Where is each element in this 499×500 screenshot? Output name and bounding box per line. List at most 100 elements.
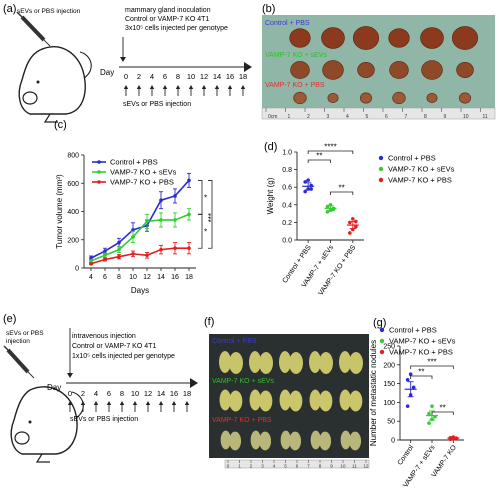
lung-lobe <box>220 430 231 450</box>
arrow-up-icon <box>227 85 233 89</box>
legend-marker <box>378 177 384 183</box>
lung-lobe <box>349 390 363 412</box>
timeline-arrow-icon <box>244 62 252 72</box>
arrow-up-icon <box>171 401 177 405</box>
panel-e-text-line: Control or VAMP-7 KO 4T1 <box>72 343 156 350</box>
day-tick-label: 8 <box>176 72 180 81</box>
ruler-tick-label: 8 <box>424 114 427 120</box>
arrow-up-icon <box>175 85 181 89</box>
legend-marker <box>378 166 384 172</box>
data-point <box>427 411 431 416</box>
x-tick-label: Control <box>397 444 416 467</box>
tumor-sample <box>458 92 472 104</box>
series-line <box>90 213 190 262</box>
significance-bracket <box>410 365 454 369</box>
tumor-sample <box>388 28 410 48</box>
photo-row-label-ko-sevs: VAMP-7 KO + sEVs <box>265 52 327 59</box>
arrow-up-icon <box>132 401 138 405</box>
lung-lobe <box>289 390 303 412</box>
ruler-tick-label: 2 <box>307 114 310 120</box>
y-tick-label: 400 <box>67 209 79 216</box>
lung-lobe <box>219 389 231 411</box>
day-tick-label: 10 <box>131 389 139 398</box>
significance-mark: * <box>204 227 207 236</box>
ruler-tick-label: 1 <box>288 114 291 120</box>
panel-a-day-ticks: 0 2 4 6 8 10 12 14 16 18 <box>123 72 247 96</box>
ruler-tick-label: 4 <box>273 464 276 469</box>
tumor-samples <box>289 26 479 105</box>
lung-lobe <box>279 389 291 411</box>
significance-bracket <box>307 159 331 163</box>
panel-a-text-lines: mammary gland inoculation Control or VAM… <box>125 7 228 32</box>
data-point <box>405 404 410 408</box>
lung-lobe <box>289 431 302 451</box>
legend-marker <box>379 338 385 344</box>
panel-e-text-lines: intravenous injection Control or VAMP-7 … <box>72 333 175 360</box>
mouse-icon <box>18 46 92 123</box>
lung-lobe <box>319 390 333 412</box>
data-point <box>159 247 163 252</box>
day-tick-label: 18 <box>239 72 247 81</box>
day-tick-label: 4 <box>94 389 98 398</box>
day-tick-label: 4 <box>150 72 154 81</box>
data-point <box>159 218 163 222</box>
data-point <box>103 249 107 253</box>
lung-lobe <box>340 430 351 450</box>
y-axis-label: Weight (g) <box>266 177 275 214</box>
arrow-up-icon <box>158 401 164 405</box>
y-tick-label: 0 <box>75 266 79 273</box>
data-point <box>145 253 149 258</box>
tumor-sample <box>392 91 406 105</box>
chart-tumor-volume: 0 200 400 600 800 4 6 8 10 12 14 16 18 Days Tumor volu… <box>55 153 216 296</box>
panel-e-label: (e) <box>3 313 16 325</box>
series-line <box>90 247 189 265</box>
significance-bracket <box>307 150 354 154</box>
x-tick-label: 6 <box>103 274 107 281</box>
day-tick-label: 16 <box>226 72 234 81</box>
legend-label: Control + PBS <box>110 158 158 167</box>
day-tick-label: 12 <box>144 389 152 398</box>
data-point <box>430 404 434 408</box>
data-point <box>187 178 191 183</box>
photo-row-label-ko-pbs: VAMP-7 KO + PBS <box>265 82 325 89</box>
arrow-head <box>120 57 126 62</box>
data-point <box>187 246 191 251</box>
y-tick-label: 0.0 <box>282 238 292 245</box>
tumor-sample <box>357 62 375 78</box>
arrow-up-icon <box>149 85 155 89</box>
x-tick-label: 14 <box>157 274 165 281</box>
panel-f-label: (f) <box>204 316 214 328</box>
data-point <box>117 247 121 252</box>
ruler-tick-label: 7 <box>307 464 310 469</box>
legend-marker <box>97 160 101 164</box>
lung-lobe <box>229 352 243 374</box>
arrow-up-icon <box>188 85 194 89</box>
lung-lobe <box>319 431 332 451</box>
syringe-icon <box>3 345 35 379</box>
data-point <box>103 257 107 262</box>
data-point <box>145 219 149 224</box>
arrow-up-icon <box>214 85 220 89</box>
data-point <box>303 189 307 194</box>
tumor-sample <box>327 93 339 103</box>
ruler-tick-label: 9 <box>444 114 447 120</box>
y-tick-label: 600 <box>67 181 79 188</box>
mouse-icon <box>10 386 84 463</box>
x-tick-label: 10 <box>129 274 137 281</box>
lung-lobe <box>259 352 273 374</box>
y-tick-label: 250 <box>383 344 395 351</box>
day-tick-label: 12 <box>200 72 208 81</box>
day-tick-label: 0 <box>124 72 128 81</box>
data-point <box>103 253 107 258</box>
y-tick-label: 150 <box>383 381 395 388</box>
data-point <box>348 231 352 235</box>
data-point <box>351 217 355 221</box>
panel-e-text-line: 1x10⁵ cells injected per genotype <box>72 353 175 360</box>
day-tick-label: 14 <box>157 389 165 398</box>
ruler-tick-label: 5 <box>284 464 287 469</box>
data-point <box>306 178 310 182</box>
y-tick-label: 200 <box>67 237 79 244</box>
panel-e-text-line: intravenous injection <box>72 333 136 340</box>
panel-e-injection-label-2: injection <box>6 338 30 345</box>
lung-lobe <box>279 351 291 373</box>
